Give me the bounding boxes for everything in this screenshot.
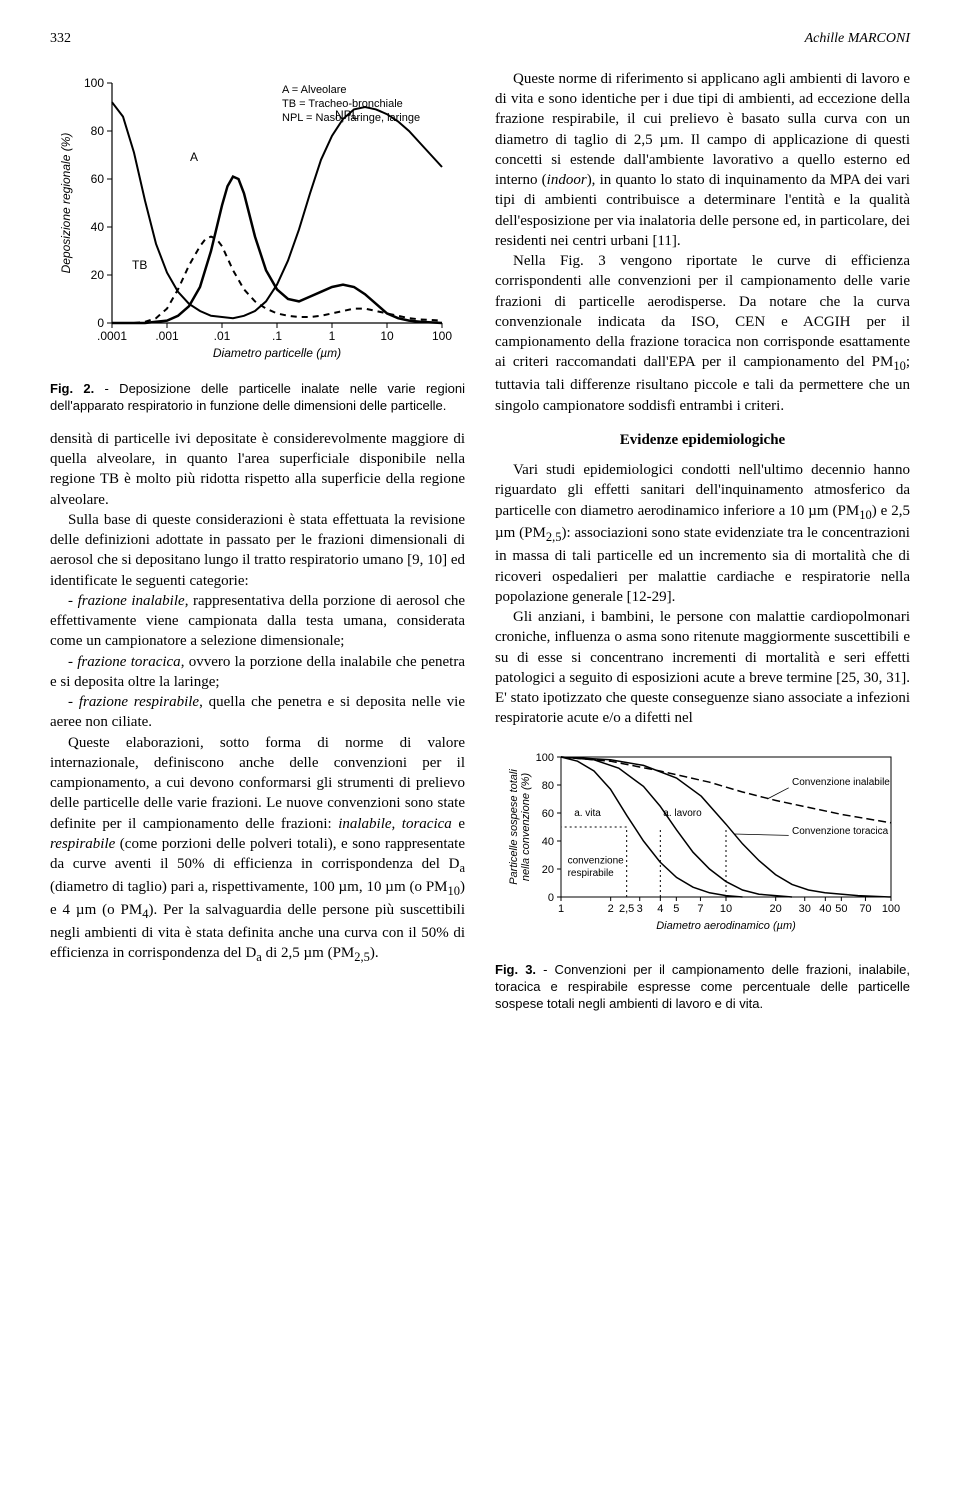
b1-dash: - — [68, 593, 78, 609]
b3-dash: - — [68, 694, 79, 710]
svg-text:20: 20 — [91, 268, 105, 282]
svg-text:A = Alveolare: A = Alveolare — [282, 84, 347, 96]
svg-text:10: 10 — [720, 903, 732, 915]
svg-text:Convenzione inalabile: Convenzione inalabile — [792, 777, 890, 788]
svg-text:30: 30 — [799, 903, 811, 915]
svg-text:A: A — [190, 150, 198, 164]
page-header: 332 Achille MARCONI — [50, 30, 910, 49]
svg-text:2: 2 — [608, 903, 614, 915]
svg-text:a. lavoro: a. lavoro — [663, 807, 702, 818]
svg-text:respirabile: respirabile — [568, 868, 615, 879]
p3-m: e — [452, 816, 465, 832]
figure-3: 0 20 40 60 80 100 1 2 3 45 7 10 20 30 40 50 70 100 2,5 Diam… — [495, 745, 910, 1013]
svg-text:Diametro particelle (µm): Diametro particelle (µm) — [213, 346, 341, 360]
p3-i1: inalabile, toracica — [338, 816, 452, 832]
svg-text:80: 80 — [542, 780, 554, 792]
figure-2-caption-text: - Deposizione delle particelle inalate n… — [50, 381, 465, 413]
svg-text:4: 4 — [657, 903, 663, 915]
svg-text:60: 60 — [542, 808, 554, 820]
author-name: Achille MARCONI — [805, 30, 910, 49]
svg-text:.0001: .0001 — [97, 329, 127, 343]
svg-text:Diametro aerodinamico (µm): Diametro aerodinamico (µm) — [656, 920, 796, 932]
svg-text:0: 0 — [97, 316, 104, 330]
figure-2-caption: Fig. 2. - Deposizione delle particelle i… — [50, 381, 465, 415]
svg-text:a. vita: a. vita — [574, 807, 601, 818]
svg-text:Particelle sospese totali: Particelle sospese totali — [508, 768, 520, 884]
p3-s3: 2,5 — [354, 950, 370, 964]
svg-text:5: 5 — [673, 903, 679, 915]
r1-i: indoor — [547, 172, 587, 188]
svg-text:.1: .1 — [272, 329, 282, 343]
figure-2-chart: 0 20 40 60 80 100 .0001 .001 .01 .1 1 10 100 Diametro… — [50, 69, 460, 369]
svg-text:10: 10 — [380, 329, 394, 343]
figure-3-caption: Fig. 3. - Convenzioni per il campionamen… — [495, 962, 910, 1013]
page-number: 332 — [50, 30, 71, 49]
r3-s2: 2,5 — [546, 530, 562, 544]
left-column: 0 20 40 60 80 100 .0001 .001 .01 .1 1 10 100 Diametro… — [50, 69, 465, 1027]
right-para-3: Vari studi epidemiologici condotti nell'… — [495, 460, 910, 607]
left-bullet-2: - frazione toracica, ovvero la porzione … — [50, 652, 465, 693]
right-column: Queste norme di riferimento si applicano… — [495, 69, 910, 1027]
svg-text:100: 100 — [432, 329, 452, 343]
svg-text:70: 70 — [859, 903, 871, 915]
svg-text:40: 40 — [91, 220, 105, 234]
r1-a: Queste norme di riferimento si applicano… — [495, 71, 910, 188]
svg-text:40: 40 — [819, 903, 831, 915]
p3-i2: respirabile — [50, 836, 115, 852]
p3-f: di 2,5 µm (PM — [262, 945, 354, 961]
svg-text:60: 60 — [91, 172, 105, 186]
svg-text:100: 100 — [882, 903, 900, 915]
svg-text:TB: TB — [132, 258, 147, 272]
p3-s1: 10 — [448, 884, 461, 898]
p3-sub1: a — [459, 861, 465, 875]
figure-2-caption-label: Fig. 2. — [50, 381, 94, 396]
r2-s1: 10 — [893, 359, 906, 373]
r3-s1: 10 — [859, 508, 872, 522]
svg-text:convenzione: convenzione — [568, 855, 625, 866]
svg-text:Deposizione regionale (%): Deposizione regionale (%) — [59, 133, 73, 274]
two-column-layout: 020406080100.0001.001.01.1110100Diametro… — [50, 69, 910, 1027]
svg-text:0: 0 — [548, 892, 554, 904]
svg-text:NPL: NPL — [335, 108, 359, 122]
p3-c: (diametro di taglio) pari a, rispettivam… — [50, 879, 448, 895]
left-para-1: densità di particelle ivi depositate è c… — [50, 429, 465, 510]
figure-3-chart: 0 20 40 60 80 100 1 2 3 45 7 10 20 30 40 50 70 100 2,5 Diam… — [495, 745, 905, 950]
p3-g: ). — [370, 945, 379, 961]
figure-2: 0 20 40 60 80 100 .0001 .001 .01 .1 1 10 100 Diametro… — [50, 69, 465, 415]
svg-text:2,5: 2,5 — [619, 903, 634, 915]
b2-term: frazione toracica — [77, 654, 180, 670]
svg-text:1: 1 — [329, 329, 336, 343]
right-para-2: Nella Fig. 3 vengono riportate le curve … — [495, 251, 910, 416]
left-bullet-3: - frazione respirabile, quella che penet… — [50, 692, 465, 733]
b3-term: frazione respirabile — [79, 694, 199, 710]
svg-text:20: 20 — [770, 903, 782, 915]
svg-text:1: 1 — [558, 903, 564, 915]
left-para-3: Queste elaborazioni, sotto forma di norm… — [50, 733, 465, 966]
left-para-2: Sulla base di queste considerazioni è st… — [50, 510, 465, 591]
b2-dash: - — [68, 654, 77, 670]
b1-term: frazione inalabile — [78, 593, 185, 609]
svg-text:Convenzione toracica: Convenzione toracica — [792, 826, 889, 837]
left-bullet-1: - frazione inalabile, rappresentativa de… — [50, 591, 465, 652]
svg-text:.001: .001 — [155, 329, 179, 343]
svg-text:100: 100 — [84, 76, 104, 90]
svg-text:20: 20 — [542, 864, 554, 876]
section-heading-epidemiology: Evidenze epidemiologiche — [495, 430, 910, 450]
svg-text:100: 100 — [536, 752, 554, 764]
right-para-1: Queste norme di riferimento si applicano… — [495, 69, 910, 251]
svg-text:7: 7 — [697, 903, 703, 915]
svg-text:nella convenzione (%): nella convenzione (%) — [520, 772, 532, 881]
svg-text:40: 40 — [542, 836, 554, 848]
r2-a: Nella Fig. 3 vengono riportate le curve … — [495, 253, 910, 370]
svg-text:50: 50 — [835, 903, 847, 915]
svg-text:80: 80 — [91, 124, 105, 138]
figure-3-caption-label: Fig. 3. — [495, 962, 536, 977]
svg-text:3: 3 — [637, 903, 643, 915]
right-para-4: Gli anziani, i bambini, le persone con m… — [495, 607, 910, 729]
r3-a: Vari studi epidemiologici condotti nell'… — [495, 462, 910, 519]
svg-text:.01: .01 — [214, 329, 231, 343]
figure-3-caption-text: - Convenzioni per il campionamento delle… — [495, 962, 910, 1011]
